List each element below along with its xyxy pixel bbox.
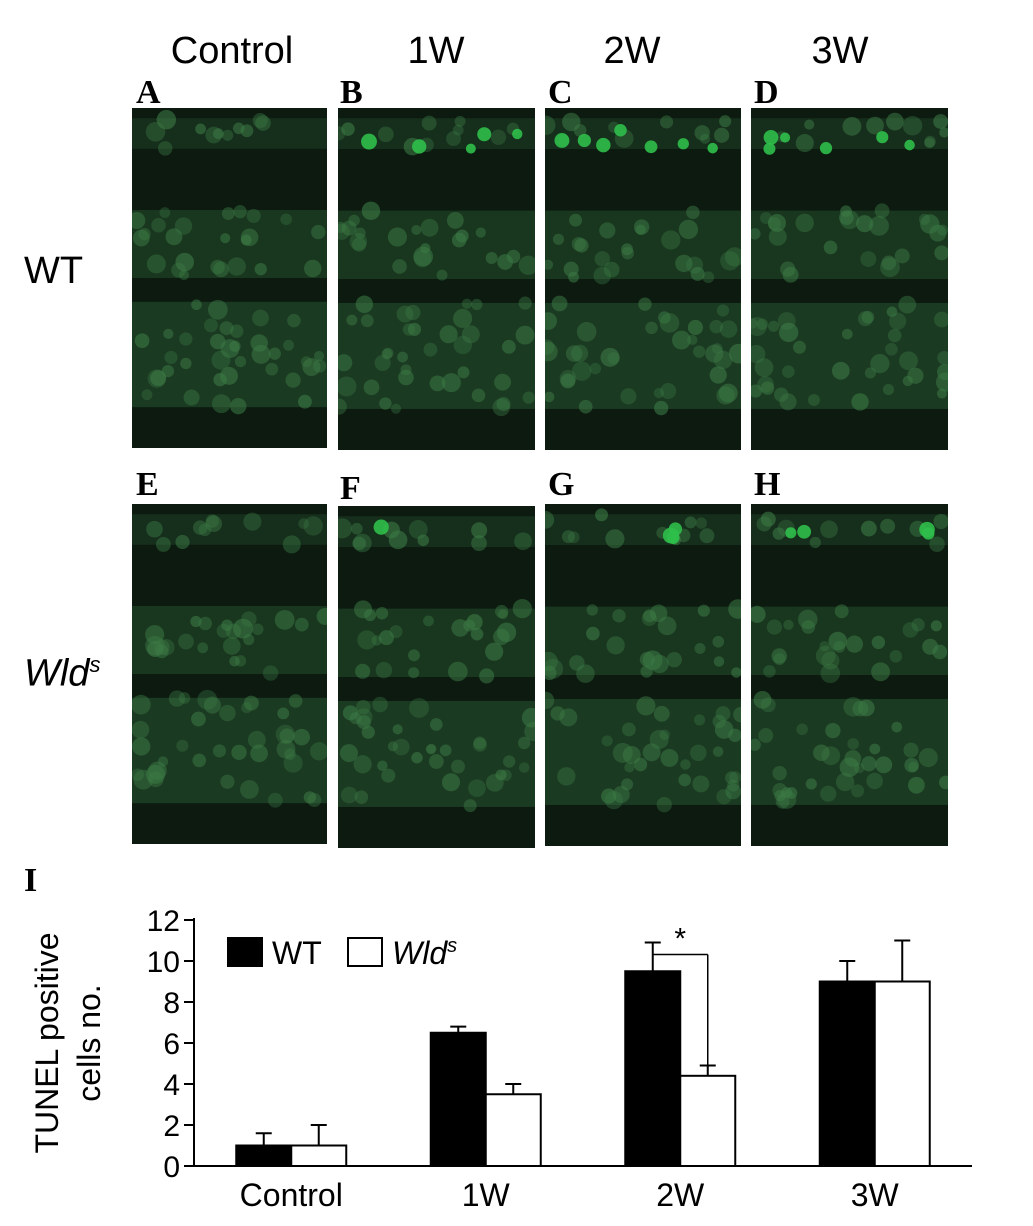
panel-letter-f: F bbox=[340, 470, 361, 507]
panel-letter-h: H bbox=[754, 466, 781, 503]
row-label-wlds: Wlds bbox=[24, 652, 100, 696]
y-tick-label: 2 bbox=[163, 1110, 180, 1143]
micrograph-wt-1w bbox=[338, 108, 535, 450]
y-tick-label: 6 bbox=[163, 1028, 180, 1061]
row-label-wlds-base: Wld bbox=[24, 652, 90, 695]
bar-wt-control bbox=[235, 1144, 293, 1167]
row-label-wt: WT bbox=[24, 250, 84, 292]
micrograph-wt-2w bbox=[545, 108, 741, 450]
y-tick-label: 8 bbox=[163, 987, 180, 1020]
row-label-wlds-superscript: s bbox=[89, 652, 101, 677]
column-label-2w: 2W bbox=[603, 30, 661, 72]
panel-letter-d: D bbox=[754, 74, 779, 111]
micrograph-wlds-control bbox=[132, 504, 327, 844]
panel-letter-e: E bbox=[136, 466, 159, 503]
legend-label-wt: WT bbox=[272, 935, 322, 971]
y-tick-label: 4 bbox=[163, 1069, 180, 1102]
bar-wlds-2w bbox=[679, 1074, 737, 1167]
bar-wlds-control bbox=[290, 1144, 348, 1167]
panel-letter-c: C bbox=[548, 74, 573, 111]
bar-wlds-1w bbox=[484, 1093, 542, 1167]
micrograph-wlds-2w bbox=[545, 504, 741, 846]
x-tick-label: 1W bbox=[462, 1177, 511, 1213]
x-tick-label: Control bbox=[240, 1177, 343, 1213]
bar-wt-1w bbox=[429, 1031, 487, 1167]
y-axis-label-line2: cells no. bbox=[71, 984, 107, 1101]
x-tick-label: 2W bbox=[656, 1177, 705, 1213]
y-axis-label-line1: TUNEL positive bbox=[29, 932, 65, 1153]
micrograph-wt-3w bbox=[751, 108, 948, 450]
y-tick-label: 10 bbox=[147, 946, 180, 979]
column-label-1w: 1W bbox=[407, 30, 465, 72]
legend-swatch-wlds bbox=[347, 937, 383, 967]
panel-letter-b: B bbox=[340, 74, 363, 111]
bar-wt-2w bbox=[624, 970, 682, 1167]
bar-wt-3w bbox=[818, 980, 876, 1167]
column-label-control: Control bbox=[170, 30, 294, 72]
x-tick-label: 3W bbox=[851, 1177, 900, 1213]
significance-star: * bbox=[674, 923, 686, 956]
column-label-3w: 3W bbox=[811, 30, 869, 72]
panel-letter-a: A bbox=[136, 74, 161, 111]
micrograph-wlds-1w bbox=[338, 506, 535, 848]
micrograph-wt-control bbox=[132, 108, 327, 448]
y-tick-label: 0 bbox=[163, 1151, 180, 1184]
y-tick-label: 12 bbox=[147, 905, 180, 938]
tunel-bar-chart: 0 2 4 6 8 10 12 TUNEL positive cells no. Control 1… bbox=[29, 905, 972, 1213]
legend-label-wlds: Wlds bbox=[392, 935, 457, 971]
panel-letter-g: G bbox=[548, 466, 575, 503]
micrograph-wlds-3w bbox=[751, 504, 948, 846]
legend-swatch-wt bbox=[227, 937, 263, 967]
bar-wlds-3w bbox=[873, 980, 931, 1167]
panel-letter-i: I bbox=[24, 862, 38, 899]
